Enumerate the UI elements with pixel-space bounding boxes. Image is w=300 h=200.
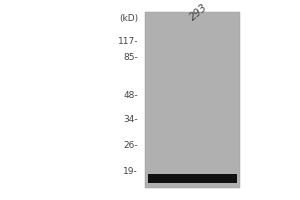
Text: 26-: 26- — [123, 142, 138, 150]
Text: 19-: 19- — [123, 168, 138, 176]
Bar — [145, 12, 240, 188]
Text: 293: 293 — [188, 2, 209, 22]
Text: 117-: 117- — [118, 38, 138, 46]
Text: 85-: 85- — [123, 53, 138, 62]
Text: 34-: 34- — [123, 116, 138, 124]
Text: (kD): (kD) — [119, 14, 138, 22]
Bar — [148, 174, 237, 183]
Text: 48-: 48- — [123, 90, 138, 99]
